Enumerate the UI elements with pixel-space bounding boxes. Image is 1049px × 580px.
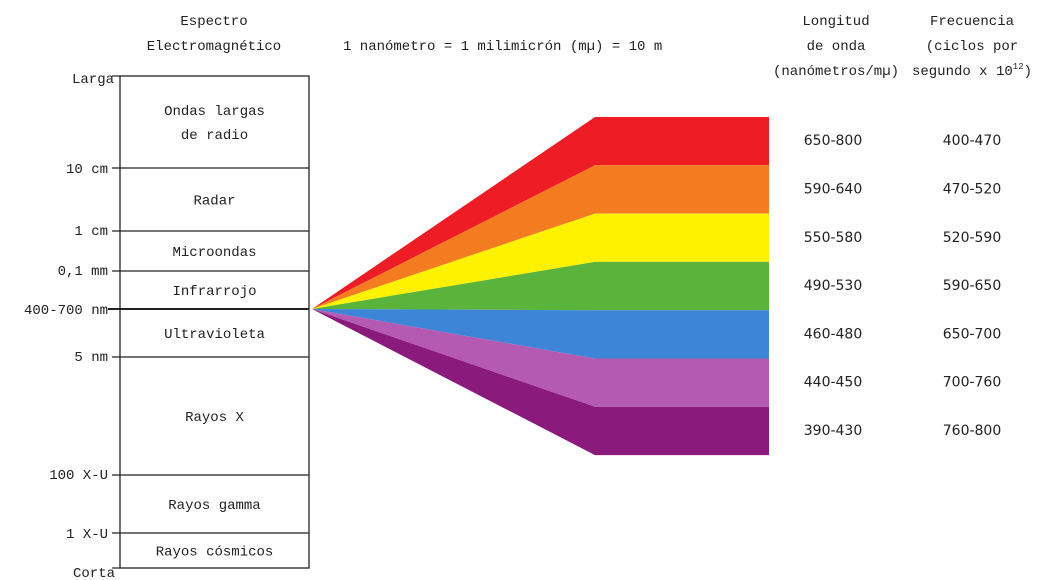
- band-label-rayos-x: Rayos X: [185, 410, 244, 426]
- scale-labels: Larga 10 cm 1 cm 0,1 mm 400-700 nm 5 nm …: [24, 72, 115, 580]
- scale-mark-visible: 400-700 nm: [24, 303, 108, 319]
- frequency-value: 700-760: [943, 375, 1002, 391]
- frequency-header-line3: segundo x 1012): [912, 62, 1032, 80]
- visible-light-fan: [312, 117, 769, 456]
- wavelength-value: 440-450: [804, 375, 863, 391]
- frequency-header-base: segundo x 10: [912, 64, 1013, 80]
- wavelength-header-line3: (nanómetros/mµ): [773, 64, 899, 80]
- scale-mark-1xu: 1 X-U: [66, 527, 108, 543]
- band-label-ultravioleta: Ultravioleta: [164, 327, 265, 343]
- frequency-value: 470-520: [943, 181, 1002, 197]
- scale-mark-1cm: 1 cm: [74, 224, 108, 240]
- band-dividers: [108, 75, 309, 569]
- band-label-rayos-gamma: Rayos gamma: [168, 498, 260, 514]
- frequency-header-exponent: 12: [1013, 62, 1024, 72]
- color-band: [312, 117, 769, 309]
- band-label-microondas: Microondas: [172, 245, 256, 261]
- scale-mark-10cm: 10 cm: [66, 162, 108, 178]
- band-label-radar: Radar: [193, 194, 235, 210]
- wavelength-header-line2: de onda: [807, 39, 866, 55]
- band-labels: Ondas largas de radio Radar Microondas Infra…: [156, 104, 274, 561]
- frequency-value: 590-650: [943, 278, 1002, 294]
- wavelength-value: 390-430: [804, 423, 863, 439]
- unit-equation: 1 nanómetro = 1 milimicrón (mµ) = 10 m: [343, 39, 662, 55]
- band-label-infrarrojo: Infrarrojo: [172, 284, 256, 300]
- scale-mark-5nm: 5 nm: [74, 350, 108, 366]
- scale-mark-01mm: 0,1 mm: [58, 264, 108, 280]
- color-band: [312, 309, 769, 407]
- spectrum-title-line1: Espectro: [180, 14, 247, 30]
- frequency-header-line1: Frecuencia: [930, 14, 1014, 30]
- wavelength-value: 650-800: [804, 133, 863, 149]
- color-band: [312, 309, 769, 359]
- frequency-header-close: ): [1024, 64, 1032, 80]
- frequency-header-line2: (ciclos por: [926, 39, 1018, 55]
- spectrum-column: [119, 75, 310, 569]
- color-band: [312, 309, 769, 456]
- scale-bottom-label: Corta: [73, 566, 115, 580]
- scale-top-label: Larga: [72, 72, 114, 88]
- scale-mark-100xu: 100 X-U: [49, 468, 108, 484]
- wavelength-value: 490-530: [804, 278, 863, 294]
- color-band: [312, 261, 769, 311]
- wavelength-value: 550-580: [804, 230, 863, 246]
- frequency-value: 400-470: [943, 133, 1002, 149]
- frequency-value: 520-590: [943, 230, 1002, 246]
- band-label-rayos-cosmicos: Rayos cósmicos: [156, 545, 274, 561]
- band-label-ondas-largas: de radio: [181, 128, 248, 144]
- band-label-ondas-largas: Ondas largas: [164, 104, 265, 120]
- color-band: [312, 165, 769, 309]
- spectrum-title-line2: Electromagnético: [147, 39, 281, 55]
- wavelength-value: 590-640: [804, 181, 863, 197]
- visible-values: 650-800 400-470 590-640 470-520 550-580 520-5…: [804, 133, 1002, 439]
- frequency-value: 760-800: [943, 423, 1002, 439]
- frequency-value: 650-700: [943, 326, 1002, 342]
- color-band: [312, 213, 769, 309]
- wavelength-value: 460-480: [804, 326, 863, 342]
- wavelength-header-line1: Longitud: [802, 14, 869, 30]
